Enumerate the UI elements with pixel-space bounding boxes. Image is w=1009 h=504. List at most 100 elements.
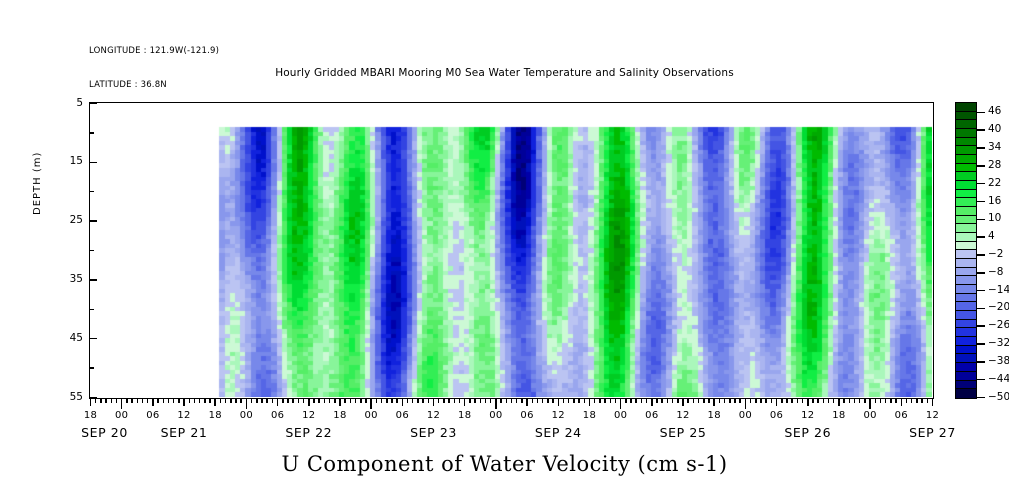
colorbar-tick [977, 307, 985, 310]
x-axis-minor-tick [786, 398, 788, 403]
colorbar-tick-label: −26 [988, 319, 1009, 332]
x-axis-minor-tick [671, 398, 674, 403]
x-axis-minor-tick [890, 398, 892, 403]
x-axis-minor-tick [94, 398, 97, 403]
colorbar-tick [977, 343, 985, 345]
colorbar-cell [956, 302, 976, 312]
x-axis-minor-tick [884, 398, 887, 403]
y-axis-label: DEPTH (m) [32, 151, 43, 215]
colorbar-tick [977, 165, 985, 167]
x-axis-hour-label: 12 [801, 410, 815, 421]
x-axis-minor-tick [926, 398, 929, 403]
colorbar-cell [956, 172, 976, 182]
x-axis-minor-tick [864, 398, 866, 403]
x-axis-hour-label: 12 [676, 410, 690, 421]
x-axis-minor-tick [812, 398, 814, 403]
colorbar-tick-label: 16 [988, 194, 1002, 207]
x-axis-minor-tick [848, 398, 851, 403]
x-axis-minor-tick [328, 398, 331, 403]
x-axis-minor-tick [703, 398, 705, 403]
colorbar-tick-label: 22 [988, 176, 1002, 189]
x-axis-minor-tick [365, 398, 367, 403]
colorbar-cell [956, 129, 976, 138]
x-axis-minor-tick [593, 398, 596, 403]
y-axis-major-tick [89, 396, 97, 399]
x-axis-minor-tick [204, 398, 206, 403]
colorbar-tick-label: 28 [988, 158, 1002, 171]
colorbar-cell [956, 189, 976, 199]
colorbar-tick [977, 129, 985, 132]
x-axis-minor-tick [235, 398, 237, 403]
colorbar-cell [956, 389, 976, 398]
colorbar-cell [956, 181, 976, 190]
x-axis-minor-tick [666, 398, 669, 403]
x-axis-hour-label: 00 [613, 410, 628, 421]
x-axis-minor-tick [484, 398, 487, 403]
x-axis-minor-tick [136, 398, 139, 403]
x-axis-minor-tick [360, 398, 362, 403]
latitude-text: LATITUDE : 36.8N [89, 80, 167, 91]
x-axis-major-tick [557, 398, 560, 406]
x-axis-minor-tick [916, 398, 918, 403]
x-axis-hour-label: 06 [146, 410, 160, 421]
colorbar-cell [956, 163, 976, 173]
x-axis-hour-label: 12 [302, 410, 316, 421]
y-axis-minor-tick [89, 190, 94, 193]
x-axis-minor-tick [791, 398, 793, 403]
x-axis-minor-tick [141, 398, 144, 403]
x-axis-minor-tick [406, 398, 409, 403]
x-axis-hour-label: 18 [458, 410, 472, 421]
colorbar-cell [956, 224, 976, 234]
x-axis-minor-tick [505, 398, 508, 403]
x-axis-minor-tick [879, 398, 882, 403]
x-axis-hour-label: 00 [738, 410, 753, 421]
x-axis-day-label: SEP 25 [659, 425, 707, 440]
x-axis-hour-label: 00 [364, 410, 378, 421]
x-axis-minor-tick [832, 398, 835, 403]
x-axis-minor-tick [609, 398, 611, 403]
x-axis-day-label: SEP 21 [160, 425, 208, 440]
colorbar-tick [977, 111, 985, 114]
x-axis-major-tick [463, 398, 466, 406]
x-axis-minor-tick [510, 398, 513, 403]
colorbar-cell [956, 215, 976, 225]
x-axis-major-tick [682, 398, 684, 406]
colorbar-cell [956, 319, 976, 329]
heatmap-canvas [90, 103, 932, 397]
x-axis-minor-tick [500, 398, 502, 403]
colorbar-cell [956, 267, 976, 277]
x-axis-minor-tick [583, 398, 585, 403]
x-axis-major-tick [619, 398, 622, 409]
x-axis-minor-tick [209, 398, 211, 403]
colorbar-cell [956, 111, 976, 121]
x-axis-hour-label: 18 [208, 410, 222, 421]
colorbar-cell [956, 120, 976, 130]
x-axis-major-tick [401, 398, 404, 406]
x-axis-major-tick [89, 398, 92, 406]
colorbar-tick-label: 10 [988, 212, 1002, 225]
x-axis-hour-label: 06 [769, 410, 784, 421]
x-axis-minor-tick [552, 398, 554, 403]
x-axis-minor-tick [105, 398, 107, 403]
x-axis-hour-label: 18 [832, 410, 846, 421]
y-axis-tick-label: 55 [69, 390, 83, 403]
x-axis-hour-label: 06 [894, 410, 908, 421]
x-axis-hour-label: 06 [270, 410, 285, 421]
x-axis-day-label: SEP 20 [81, 425, 128, 440]
colorbar-tick [977, 271, 985, 274]
x-axis-major-tick [900, 398, 903, 406]
x-axis-minor-tick [443, 398, 445, 403]
x-axis-major-tick [152, 398, 154, 406]
x-axis-minor-tick [536, 398, 539, 403]
x-axis-minor-tick [146, 398, 149, 403]
x-axis-major-tick [432, 398, 435, 406]
colorbar-tick-label: −44 [988, 372, 1009, 385]
y-axis-tick-label: 45 [69, 331, 83, 344]
colorbar-cell [956, 207, 976, 216]
x-axis-minor-tick [302, 398, 305, 403]
colorbar-tick-label: 4 [988, 230, 995, 243]
x-axis-minor-tick [396, 398, 398, 403]
colorbar-tick-label: −38 [988, 354, 1009, 367]
x-axis-hour-label: 06 [520, 410, 534, 421]
x-axis-minor-tick [256, 398, 258, 403]
